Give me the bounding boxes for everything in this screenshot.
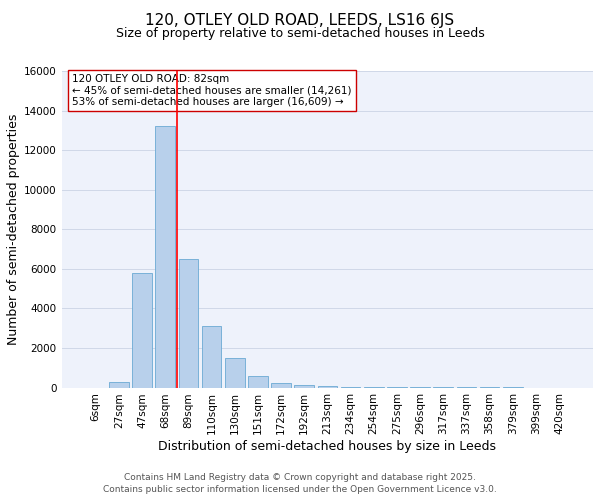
Bar xyxy=(155,126,175,388)
Text: 120 OTLEY OLD ROAD: 82sqm
← 45% of semi-detached houses are smaller (14,261)
53%: 120 OTLEY OLD ROAD: 82sqm ← 45% of semi-… xyxy=(73,74,352,108)
Text: Size of property relative to semi-detached houses in Leeds: Size of property relative to semi-detach… xyxy=(116,28,484,40)
Bar xyxy=(109,382,129,388)
Bar xyxy=(341,386,361,388)
Bar xyxy=(179,259,198,388)
Bar xyxy=(317,386,337,388)
Bar xyxy=(202,326,221,388)
Bar xyxy=(295,384,314,388)
Text: 120, OTLEY OLD ROAD, LEEDS, LS16 6JS: 120, OTLEY OLD ROAD, LEEDS, LS16 6JS xyxy=(145,12,455,28)
Bar xyxy=(225,358,245,388)
Bar xyxy=(248,376,268,388)
Text: Contains public sector information licensed under the Open Government Licence v3: Contains public sector information licen… xyxy=(103,484,497,494)
Y-axis label: Number of semi-detached properties: Number of semi-detached properties xyxy=(7,114,20,345)
Bar xyxy=(132,273,152,388)
Text: Contains HM Land Registry data © Crown copyright and database right 2025.: Contains HM Land Registry data © Crown c… xyxy=(124,473,476,482)
X-axis label: Distribution of semi-detached houses by size in Leeds: Distribution of semi-detached houses by … xyxy=(158,440,496,453)
Bar xyxy=(271,382,291,388)
